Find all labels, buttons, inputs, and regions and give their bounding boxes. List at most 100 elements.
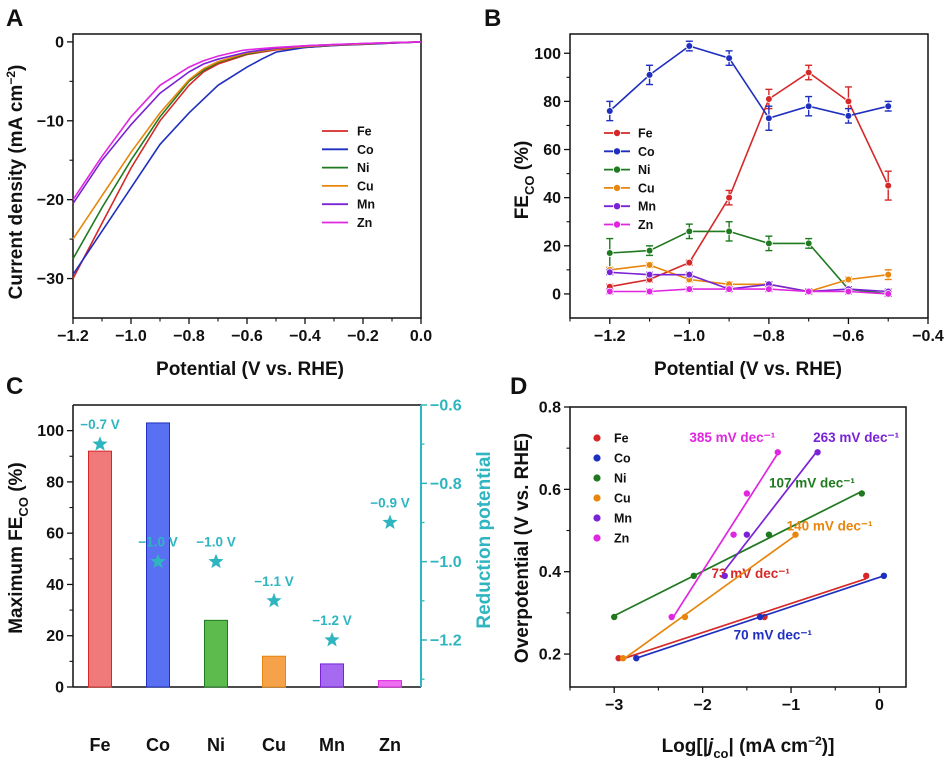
- panel-d-legend-marker-cu: [593, 494, 601, 502]
- panel-a-xtick-label: −0.8: [173, 328, 205, 345]
- panel-letter-b: B: [484, 5, 501, 32]
- panel-c-potential-label-cu: −1.1 V: [254, 574, 293, 589]
- panel-b-point-cu: [645, 261, 654, 269]
- panel-b-line-chart: B −1.2 −1.0 −0.8 −0.6 −0.4 0 20 40 60 80 100 Fe Co Ni…: [484, 5, 944, 380]
- panel-d-legend-label-co: Co: [614, 452, 631, 466]
- panel-b-point-co: [645, 71, 654, 79]
- panel-b-point-co: [804, 102, 813, 111]
- panel-b-series-fe: [609, 71, 889, 288]
- panel-b-point-fe: [765, 95, 773, 103]
- panel-c-ytick-label: 100: [37, 423, 64, 440]
- panel-d-xtick-label: 0: [875, 697, 884, 714]
- panel-b-ytick-label: 40: [543, 190, 561, 207]
- panel-b-point-co: [884, 102, 893, 111]
- panel-b-point-mn: [685, 270, 694, 279]
- panel-a-legend-label-fe: Fe: [357, 125, 372, 139]
- panel-c-y2tick-label: −0.6: [430, 398, 462, 415]
- panel-c-potential-star-zn: [382, 514, 398, 529]
- panel-d-slope-label-cu: 140 mV dec⁻¹: [787, 519, 873, 534]
- panel-b-ytick-label: 80: [543, 94, 561, 111]
- panel-c-bar-fe: [88, 450, 112, 688]
- panel-b-legend-label-fe: Fe: [638, 127, 653, 141]
- panel-c-category-label-zn: Zn: [379, 735, 401, 755]
- panel-c-potential-star-cu: [266, 592, 282, 608]
- panel-letter-c: C: [6, 373, 23, 400]
- panel-d-fit-line-cu: [622, 534, 796, 661]
- panel-d-ytick-label: 0.2: [539, 647, 561, 664]
- panel-a-legend-label-ni: Ni: [357, 161, 370, 175]
- panel-c-category-label-mn: Mn: [319, 735, 345, 755]
- panel-d-slope-label-co: 70 mV dec⁻¹: [734, 628, 813, 643]
- panel-b-point-ni: [685, 227, 694, 236]
- panel-d-point-cu: [619, 654, 627, 662]
- panel-d-slope-label-fe: 73 mV dec⁻¹: [711, 566, 790, 581]
- panel-b-ytick-label: 100: [534, 46, 561, 63]
- panel-d-xtick-label: −2: [694, 697, 712, 714]
- panel-b-legend-marker-zn: [613, 220, 622, 229]
- panel-a-xtick-label: −1.0: [115, 328, 147, 345]
- panel-d-fit-line-zn: [670, 452, 779, 621]
- panel-letter-d: D: [510, 373, 527, 400]
- panel-d-slope-label-zn: 385 mV dec⁻¹: [689, 430, 775, 445]
- panel-b-point-co: [605, 107, 614, 115]
- panel-b-series-mn: [609, 271, 889, 293]
- panel-d-point-cu: [792, 531, 799, 538]
- panel-c-y2tick-label: −1.2: [430, 633, 462, 650]
- panel-b-xtick-label: −1.2: [594, 328, 626, 345]
- panel-b-xlabel: Potential (V vs. RHE): [654, 359, 842, 380]
- panel-c-y2label: Reduction potential: [474, 451, 495, 628]
- panel-a-xtick-label: −0.6: [231, 328, 263, 345]
- panel-b-series-co: [609, 45, 889, 120]
- panel-b-point-ni: [725, 227, 733, 236]
- panel-b-point-fe: [725, 193, 733, 202]
- panel-c-category-label-cu: Cu: [262, 735, 286, 755]
- panel-a-xtick-label: −1.2: [57, 328, 89, 345]
- panel-b-point-zn: [844, 287, 853, 296]
- panel-b-legend-marker-fe: [613, 128, 622, 137]
- panel-b-series-zn: [609, 288, 889, 295]
- panel-a-ylabel: Current density (mA cm−2): [4, 65, 27, 300]
- panel-b-legend-marker-ni: [613, 165, 622, 174]
- panel-d-point-co: [880, 572, 888, 580]
- panel-d-legend-label-zn: Zn: [614, 532, 629, 546]
- panel-b-point-zn: [685, 285, 694, 293]
- panel-c-bar-cu: [262, 655, 286, 688]
- panel-c-category-label-ni: Ni: [207, 735, 225, 755]
- panel-b-legend-label-mn: Mn: [638, 200, 656, 214]
- panel-a-xtick-label: 0.0: [410, 328, 432, 345]
- panel-a-legend-label-cu: Cu: [357, 179, 374, 193]
- panel-d-point-fe: [863, 572, 870, 580]
- panel-d-point-co: [756, 613, 764, 621]
- panel-d-xlabel: Log[|jco| (mA cm−2)]: [662, 734, 835, 760]
- panel-letter-a: A: [6, 5, 23, 32]
- panel-d-xtick-label: −3: [605, 697, 623, 714]
- panel-c-ytick-label: 40: [46, 577, 64, 594]
- panel-b-legend-label-cu: Cu: [638, 181, 655, 195]
- panel-d-fit-line-fe: [618, 577, 867, 661]
- panel-a-ytick-label: −10: [37, 113, 64, 130]
- panel-d-point-zn: [668, 613, 675, 621]
- panel-b-xtick-label: −0.6: [833, 328, 865, 345]
- panel-a-series-co: [72, 41, 422, 276]
- panel-b-point-zn: [765, 285, 773, 293]
- panel-a-xlabel: Potential (V vs. RHE): [156, 359, 344, 380]
- panel-b-point-co: [685, 42, 694, 50]
- panel-d-ytick-label: 0.8: [539, 400, 561, 417]
- panel-d-point-zn: [743, 490, 751, 497]
- panel-c-category-label-co: Co: [146, 735, 170, 755]
- panel-c-potential-label-co: −1.0 V: [138, 535, 177, 550]
- panel-b-point-fe: [804, 68, 813, 77]
- panel-b-series-cu: [609, 264, 889, 293]
- panel-d-legend-marker-zn: [593, 534, 601, 542]
- panel-c-bar-ni: [204, 619, 228, 688]
- panel-d-point-ni: [858, 490, 865, 497]
- panel-c-potential-label-fe: −0.7 V: [80, 417, 119, 432]
- panel-c-bar-zn: [378, 680, 402, 688]
- panel-c-ytick-label: 0: [55, 680, 64, 697]
- panel-d-slope-label-mn: 263 mV dec⁻¹: [813, 430, 899, 445]
- panel-c-potential-label-mn: −1.2 V: [312, 613, 351, 628]
- panel-b-point-co: [765, 114, 773, 123]
- panel-d-ytick-label: 0.6: [539, 482, 561, 499]
- panel-d-point-co: [633, 654, 640, 662]
- panel-c-potential-star-co: [150, 553, 166, 569]
